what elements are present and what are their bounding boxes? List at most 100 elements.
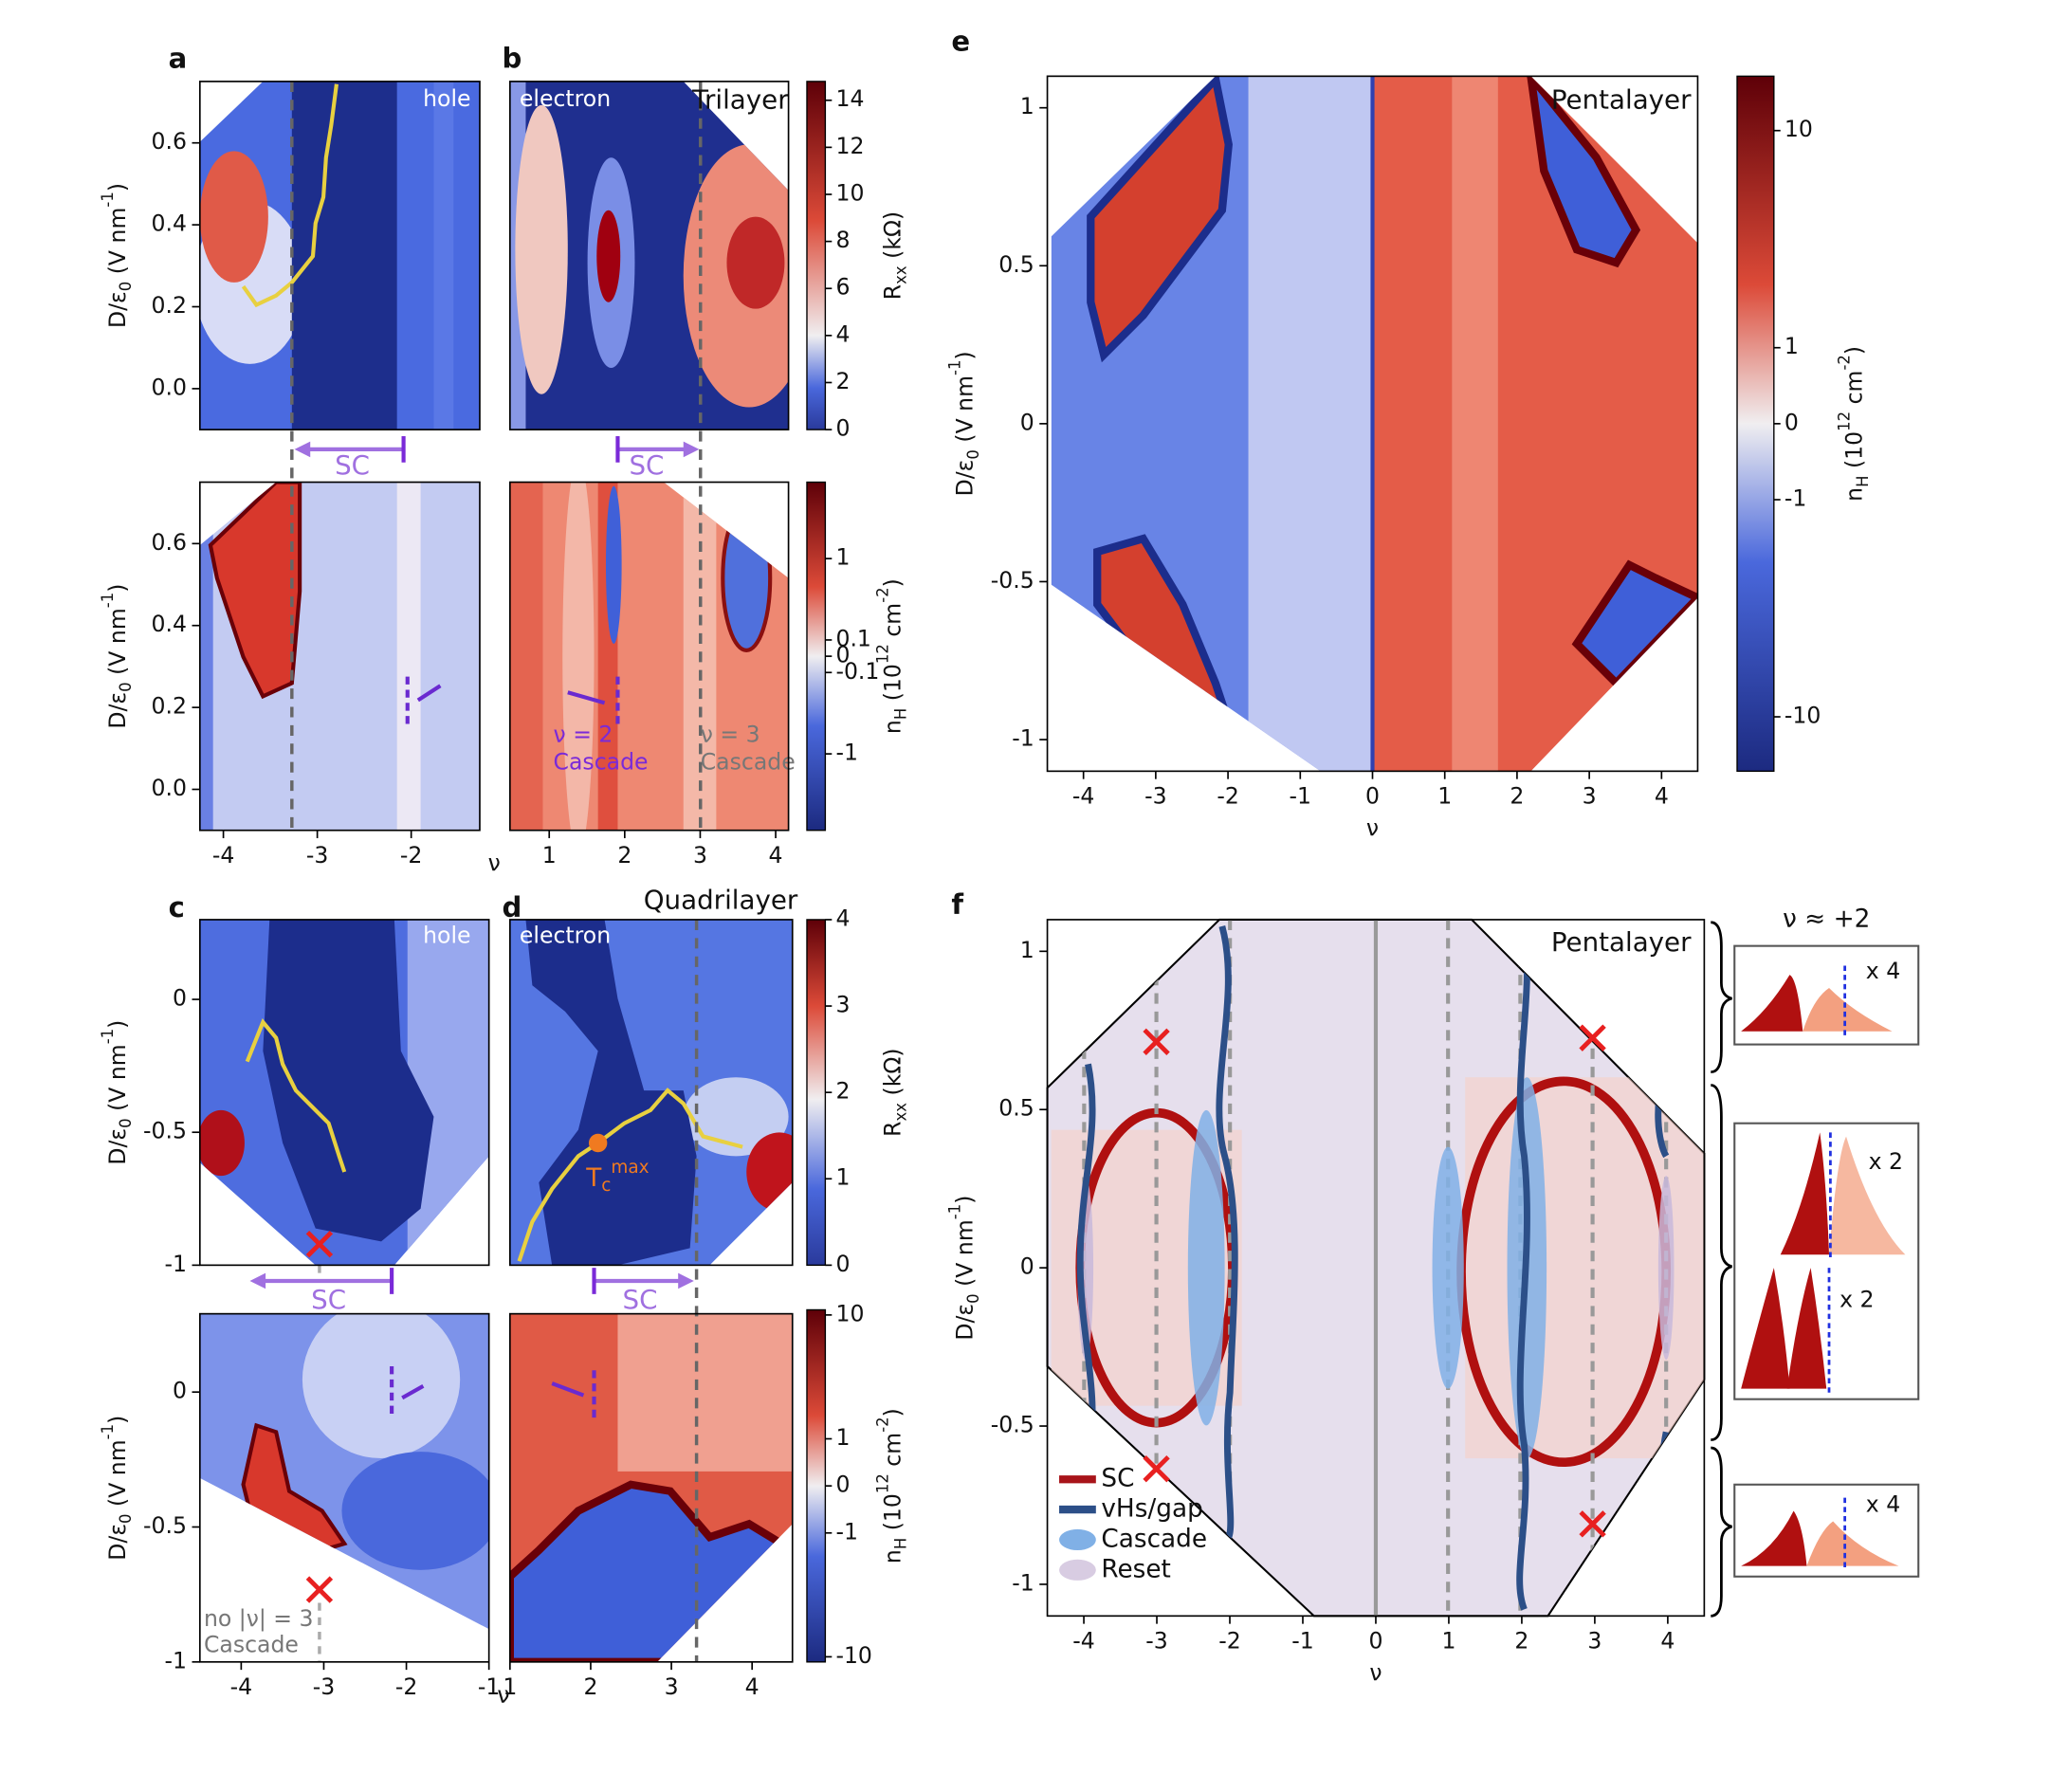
heatmap-rect bbox=[617, 1313, 793, 1472]
y-tick-label: -0.5 bbox=[143, 1118, 187, 1144]
colorbar-tick-label: 10 bbox=[835, 179, 864, 206]
colorbar-tick-label: -1 bbox=[835, 740, 857, 766]
insets-g-path bbox=[1780, 1132, 1830, 1255]
text-part: H bbox=[891, 1538, 909, 1549]
insets-g-path bbox=[1741, 1510, 1807, 1566]
x-tick-label: -1 bbox=[478, 1673, 500, 1700]
heatmap-ellipse bbox=[596, 210, 621, 302]
phase-diagram-g-path bbox=[305, 1231, 334, 1258]
y-tick-label: 1 bbox=[1020, 937, 1034, 963]
text-part: -2 bbox=[873, 587, 891, 602]
colorbar-tick-label: 1 bbox=[1785, 333, 1799, 359]
text-part: R bbox=[879, 284, 906, 300]
annotations-text: SC bbox=[623, 1284, 658, 1315]
phase-diagram-g-g-path bbox=[1657, 1431, 1670, 1526]
text-part: ) bbox=[951, 351, 978, 359]
x-tick-label: 4 bbox=[1655, 783, 1669, 810]
panel-label: c bbox=[169, 891, 185, 923]
colorbar-tick-label: 0 bbox=[835, 1251, 850, 1277]
guides bbox=[249, 81, 703, 1662]
annotations-text: no |ν| = 3 bbox=[204, 1605, 314, 1632]
text-part: n bbox=[1840, 487, 1867, 502]
text-part: T bbox=[585, 1163, 602, 1192]
y-tick-label: 0.5 bbox=[998, 1095, 1034, 1122]
legend-swatch bbox=[1059, 1559, 1096, 1581]
phase-diagram-g-path bbox=[1143, 1028, 1170, 1055]
x-tick-label: 1 bbox=[503, 1673, 517, 1700]
insets-g-path bbox=[1741, 975, 1803, 1032]
text-part: (10 bbox=[1840, 431, 1867, 476]
annotations-text: SC bbox=[629, 449, 664, 481]
colorbar-tick-label: 1 bbox=[835, 1164, 850, 1191]
text-part: 0 bbox=[117, 1118, 135, 1127]
heatmap-ellipse bbox=[199, 151, 268, 283]
x-tick-label: -2 bbox=[400, 842, 422, 869]
text-part: c bbox=[601, 1176, 611, 1196]
x-axis-label: ν bbox=[1366, 814, 1379, 841]
phase-diagram-g-path bbox=[1579, 1510, 1606, 1538]
panel-label: f bbox=[951, 888, 963, 921]
axes-frame bbox=[509, 81, 790, 430]
axes-frame bbox=[509, 1312, 794, 1663]
x-tick-label: 4 bbox=[745, 1673, 760, 1700]
axes-frame bbox=[509, 481, 790, 832]
y-tick-label: 0.2 bbox=[152, 693, 187, 720]
text-part: (V nm bbox=[103, 608, 130, 682]
insets-g-path bbox=[1711, 921, 1732, 1074]
x-axis-label: ν bbox=[488, 850, 501, 876]
y-tick-label: 0 bbox=[1020, 1253, 1034, 1280]
text-part: (V nm bbox=[103, 1044, 130, 1118]
annotations-text: electron bbox=[520, 85, 611, 112]
x-tick-label: 2 bbox=[1510, 783, 1524, 810]
heatmap-ellipse bbox=[746, 1132, 793, 1212]
text-part: -1 bbox=[945, 360, 963, 375]
heatmap-rect bbox=[396, 482, 421, 831]
heatmap-path bbox=[263, 919, 434, 1242]
colorbar-label: Rxx (kΩ) bbox=[879, 1048, 909, 1136]
heatmap-ellipse bbox=[302, 1313, 461, 1459]
guides-g-path bbox=[249, 1272, 266, 1289]
text-part: xx bbox=[891, 265, 909, 284]
text-part: -1 bbox=[98, 593, 116, 608]
colorbar-label: Rxx (kΩ) bbox=[879, 211, 909, 300]
text-part: H bbox=[1854, 475, 1872, 486]
heatmap-rect bbox=[509, 482, 789, 831]
text-part: (10 bbox=[879, 664, 906, 708]
guides-g bbox=[249, 436, 700, 1294]
text-part: -2 bbox=[873, 1417, 891, 1432]
colorbar-label: nH (1012 cm-2) bbox=[1835, 346, 1871, 502]
insets-text: x 4 bbox=[1866, 958, 1900, 984]
y-tick-label: 0.6 bbox=[152, 128, 187, 155]
colorbar-tick-label: 0.1 bbox=[835, 625, 870, 651]
phase-diagram-g-ellipse bbox=[1657, 1176, 1675, 1361]
annotations: hole electron Trilayer SC SC ν = 2 Casca… bbox=[204, 84, 1692, 1658]
x-tick-label: -4 bbox=[1072, 783, 1094, 810]
colorbar bbox=[806, 481, 827, 832]
colorbar-tick-label: 2 bbox=[835, 1078, 850, 1105]
x-tick-label: 3 bbox=[693, 842, 707, 869]
heatmap-ellipse bbox=[605, 485, 622, 644]
text-part: -1 bbox=[945, 1204, 963, 1219]
x-tick-label: 0 bbox=[1365, 783, 1380, 810]
x-tick-label: -1 bbox=[1291, 1628, 1313, 1655]
guides-g-line bbox=[551, 1381, 585, 1398]
annotations-text: Cascade bbox=[701, 749, 796, 776]
y-tick-label: -1 bbox=[1012, 1569, 1034, 1596]
text-part: (V nm bbox=[103, 208, 130, 282]
annotations-text: Pentalayer bbox=[1551, 84, 1692, 116]
insets-g-path bbox=[1711, 1084, 1732, 1442]
text-part: 0 bbox=[117, 682, 135, 691]
insets-g-path bbox=[1711, 1446, 1732, 1618]
insets-g-path bbox=[1786, 1268, 1827, 1389]
phase-diagram-g-path bbox=[1143, 1454, 1170, 1483]
x-tick-label: 4 bbox=[769, 842, 783, 869]
heatmap-path bbox=[241, 83, 339, 308]
y-axis-label: D/ε0 (V nm-1) bbox=[98, 1416, 134, 1561]
colorbar-tick-label: 0 bbox=[835, 1472, 850, 1498]
x-tick-label: 3 bbox=[1587, 1628, 1602, 1655]
text-part: 12 bbox=[1835, 411, 1853, 431]
y-axis-label: D/ε0 (V nm-1) bbox=[98, 183, 134, 328]
heatmap-path bbox=[1525, 76, 1641, 268]
x-tick-label: 4 bbox=[1660, 1628, 1675, 1655]
colorbar bbox=[806, 1308, 827, 1663]
